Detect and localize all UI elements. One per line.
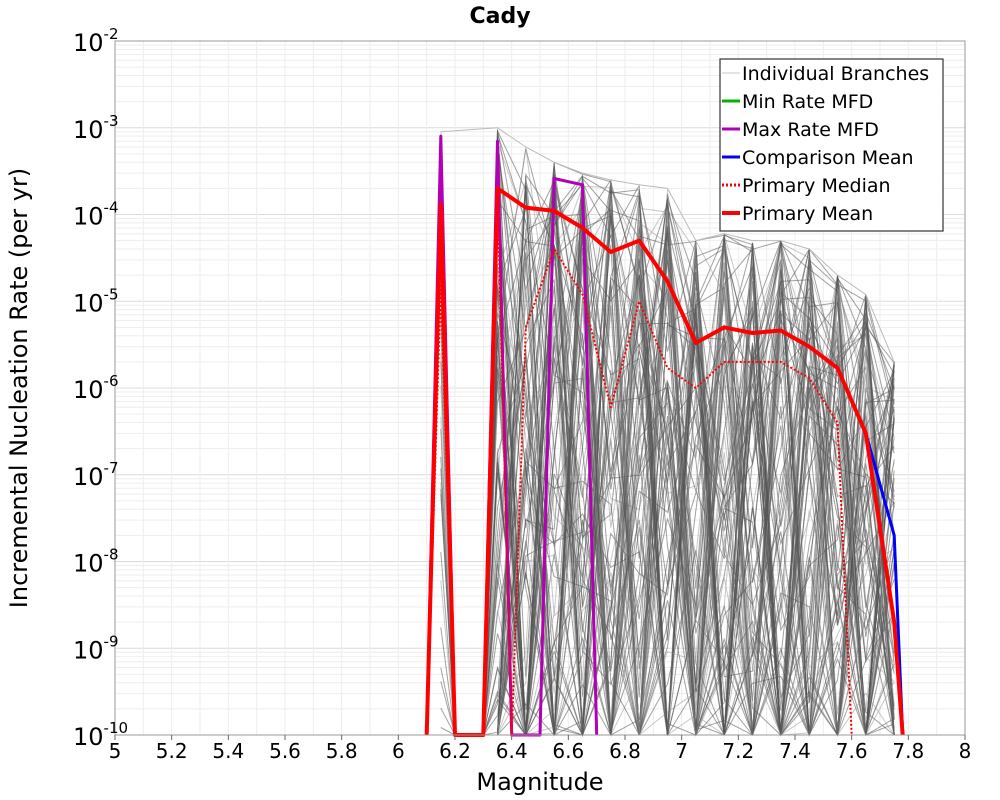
plot-frame (114, 40, 966, 736)
y-tick-label: 10-10 (73, 719, 128, 751)
x-tick-label: 5.8 (326, 739, 358, 763)
branch-line (440, 243, 895, 736)
primary-mean-line (424, 186, 905, 737)
legend-label: Primary Mean (742, 203, 873, 225)
x-tick-label: 7.6 (836, 739, 868, 763)
y-tick-label: 10-7 (73, 459, 119, 491)
legend-box (719, 58, 944, 232)
branch-line (440, 227, 895, 736)
x-tick-label: 6.8 (609, 739, 641, 763)
y-tick-label: 10-8 (73, 546, 119, 578)
x-tick-label: 5.4 (212, 739, 244, 763)
x-tick-label: 6.2 (439, 739, 471, 763)
x-tick-label: 7.2 (722, 739, 754, 763)
x-tick-label: 5 (109, 739, 122, 763)
branch-line (440, 180, 895, 737)
x-tick-label: 7.8 (892, 739, 924, 763)
y-axis: 10-2 10-3 10-4 10-5 10-6 10-7 10-8 10-9 10-10 (73, 25, 128, 751)
x-tick-label: 5.2 (156, 739, 188, 763)
branch-line (440, 175, 895, 736)
y-tick-label: 10-4 (73, 199, 119, 231)
branch-line (440, 138, 895, 736)
x-axis-title: Magnitude (476, 768, 603, 796)
x-tick-label: 8 (959, 739, 972, 763)
y-tick-label: 10-6 (73, 372, 119, 404)
y-axis-title: Incremental Nucleation Rate (per yr) (5, 168, 33, 608)
legend-label: Min Rate MFD (742, 91, 873, 113)
legend-label: Max Rate MFD (742, 119, 879, 141)
y-tick-label: 10-9 (73, 632, 119, 664)
y-tick-label: 10-5 (73, 285, 119, 317)
branch-line (440, 166, 895, 736)
branch-envelope-line (440, 127, 895, 363)
x-tick-label: 6 (392, 739, 405, 763)
x-tick-label: 7.4 (779, 739, 811, 763)
legend-label: Comparison Mean (742, 147, 914, 169)
y-tick-label: 10-2 (73, 25, 119, 57)
legend-label: Primary Median (742, 175, 891, 197)
legend-label: Individual Branches (742, 63, 929, 85)
x-tick-label: 6.4 (496, 739, 528, 763)
branch-line (440, 182, 895, 736)
branch-line (440, 194, 895, 736)
branch-line (440, 235, 895, 737)
branch-line (440, 181, 895, 736)
chart-title: Cady (469, 4, 530, 29)
x-axis: 5 5.2 5.4 5.6 5.8 6 6.2 6.4 6.6 6.8 7 7.2 7.4 7.6 7.8 8 (109, 735, 972, 763)
x-tick-label: 6.6 (552, 739, 584, 763)
legend: Individual Branches Min Rate MFD Max Rate … (719, 58, 944, 232)
x-tick-label: 7 (675, 739, 688, 763)
y-tick-label: 10-3 (73, 112, 119, 144)
comparison-mean-line (864, 432, 905, 736)
primary-median-line (425, 193, 853, 736)
x-tick-label: 5.6 (269, 739, 301, 763)
